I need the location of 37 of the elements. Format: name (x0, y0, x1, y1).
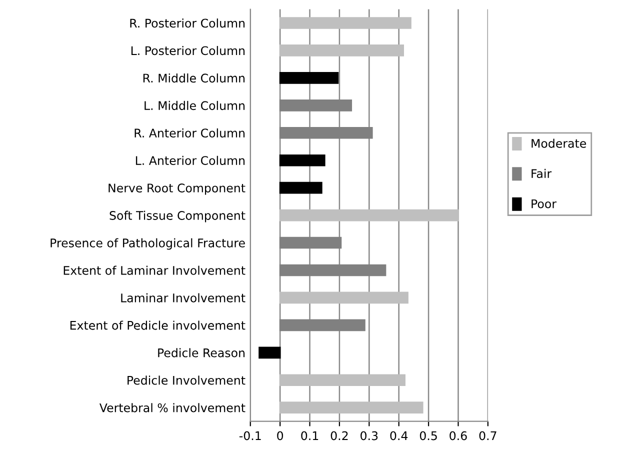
y-tick-label: Vertebral % involvement (99, 403, 246, 412)
y-tick-label: Pedicle Involvement (128, 376, 246, 385)
y-tick-label: Extent of Pedicle involvement (70, 320, 246, 330)
legend-label: Fair (532, 168, 552, 178)
y-tick-label: Pedicle Reason (158, 348, 245, 358)
y-tick-label: R. Anterior Column (134, 128, 245, 138)
bar (279, 292, 408, 304)
x-tick-label: 0 (277, 431, 284, 440)
x-tick-label: 0.7 (479, 431, 496, 440)
legend-label: Moderate (532, 138, 586, 148)
y-tick-label: L. Posterior Column (131, 46, 245, 56)
bar (279, 182, 322, 194)
bar (258, 346, 281, 359)
legend-label: Poor (532, 199, 556, 208)
x-tick-label: 0.3 (360, 431, 378, 440)
bar (279, 402, 424, 414)
y-tick-label: Laminar Involvement (121, 293, 246, 302)
bar (279, 72, 339, 84)
bar (279, 17, 412, 29)
x-tick-label: 0.5 (420, 431, 437, 440)
y-tick-label: L. Middle Column (144, 100, 245, 110)
bar (279, 154, 326, 166)
x-tick-label: -0.1 (239, 431, 261, 440)
y-tick-label: Presence of Pathological Fracture (50, 238, 245, 250)
y-tick-label: R. Posterior Column (130, 18, 245, 28)
bar (279, 44, 404, 56)
bar (279, 374, 406, 386)
bar (279, 209, 459, 222)
x-tick-label: 0.1 (301, 431, 318, 440)
x-tick-label: 0.2 (330, 431, 348, 440)
x-tick-label: 0.6 (450, 431, 467, 440)
y-tick-label: Extent of Laminar Involvement (64, 266, 246, 275)
y-tick-label: Nerve Root Component (108, 184, 246, 195)
y-tick-label: L. Anterior Column (136, 156, 245, 166)
y-tick-label: R. Middle Column (143, 73, 245, 83)
y-tick-label: Soft Tissue Component (110, 210, 246, 222)
x-tick-label: 0.4 (390, 431, 408, 440)
